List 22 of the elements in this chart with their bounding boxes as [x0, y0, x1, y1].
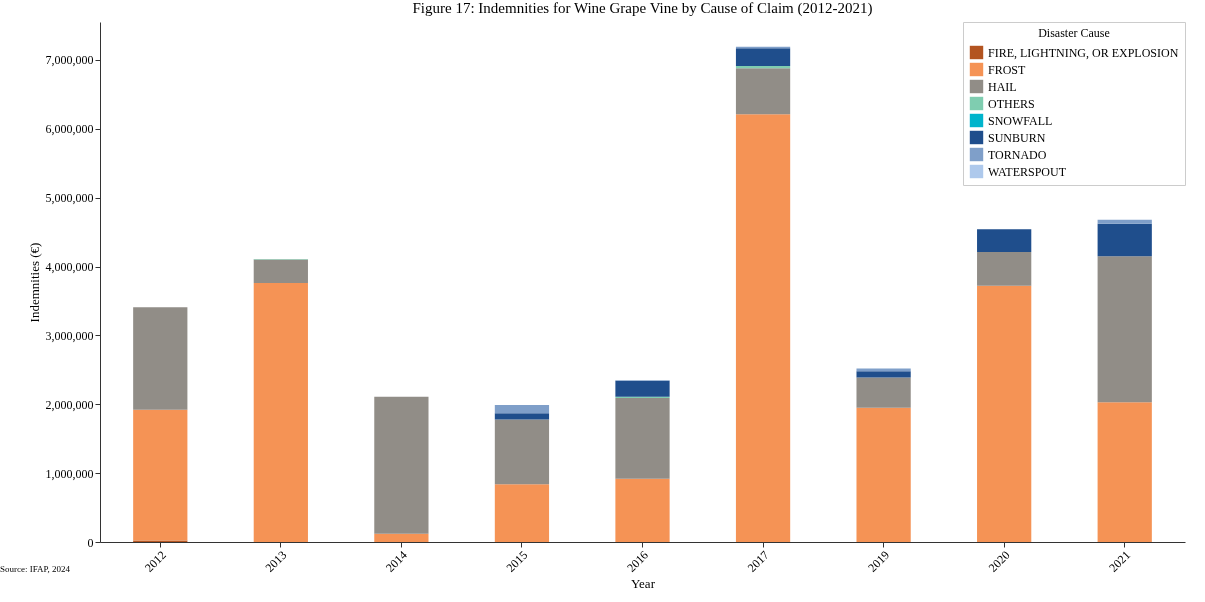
chart-title: Figure 17: Indemnities for Wine Grape Vine by Cause of Claim (2012-2021) — [412, 0, 873, 17]
y-tick-label: 5,000,000 — [45, 191, 94, 206]
y-tick-label: 6,000,000 — [45, 122, 94, 137]
y-tick-label: 0 — [87, 535, 94, 550]
legend-label: WATERSPOUT — [988, 164, 1067, 179]
legend-label: HAIL — [988, 79, 1017, 94]
y-tick-label: 3,000,000 — [45, 328, 94, 343]
legend-label: OTHERS — [988, 96, 1035, 111]
x-tick-label: 2021 — [1106, 548, 1134, 575]
y-tick-label: 1,000,000 — [45, 466, 94, 481]
legend-label: FROST — [988, 62, 1027, 77]
legend-label: SUNBURN — [988, 130, 1046, 145]
x-axis-title: Year — [631, 576, 656, 592]
legend-label: FIRE, LIGHTNING, OR EXPLOSION — [988, 45, 1179, 60]
y-tick-label: 4,000,000 — [45, 260, 94, 274]
legend-label: SNOWFALL — [988, 113, 1053, 128]
source-note: Source: IFAP, 2024 — [0, 564, 71, 574]
y-tick-label: 7,000,000 — [45, 53, 94, 68]
legend-title: Disaster Cause — [1038, 26, 1110, 40]
y-axis-title: Indemnities (€) — [26, 242, 42, 323]
legend-label: TORNADO — [988, 147, 1047, 162]
y-tick-label: 2,000,000 — [45, 397, 94, 412]
